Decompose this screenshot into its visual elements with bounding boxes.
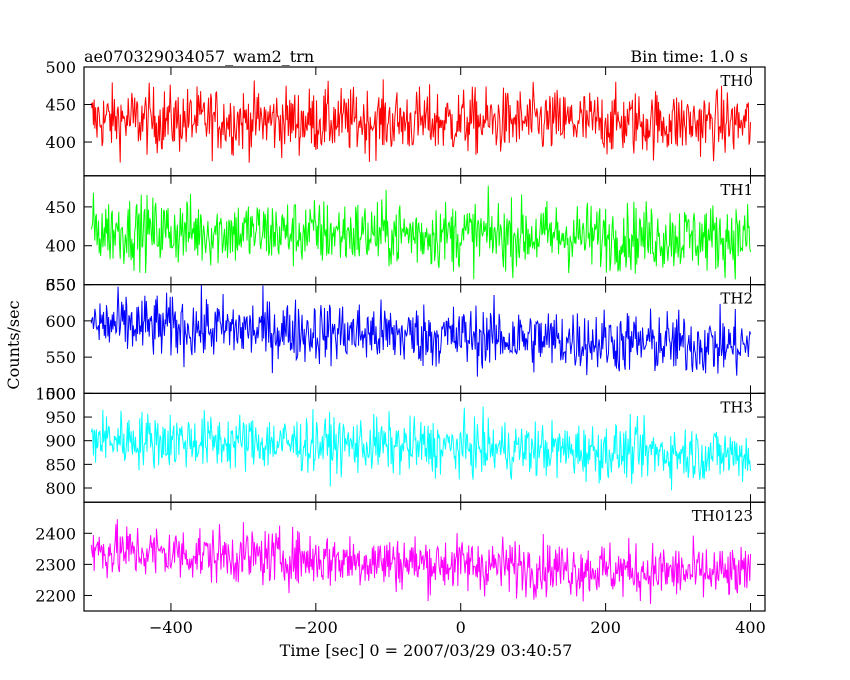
panel-label-th3: TH3 [720, 398, 753, 416]
x-tick-label: −200 [294, 618, 338, 637]
y-tick-label: 400 [45, 237, 76, 256]
x-tick-label: 0 [456, 618, 466, 637]
y-tick-label: 850 [45, 455, 76, 474]
y-tick-label: 450 [45, 96, 76, 115]
y-tick-label: 500 [45, 58, 76, 77]
y-tick-label: 900 [45, 432, 76, 451]
bin-time-label: Bin time: 1.0 s [630, 47, 748, 66]
x-axis: −400 −200 0 200 400 [149, 618, 766, 637]
x-axis-label: Time [sec] 0 = 2007/03/29 03:40:57 [280, 641, 573, 660]
panel-label-th0123: TH0123 [692, 507, 753, 525]
y-tick-label: 2400 [35, 524, 76, 543]
y-tick-label: 650 [45, 276, 76, 295]
panel-label-th0: TH0 [720, 72, 753, 90]
series-line-th1 [90, 185, 752, 280]
series-line-th0 [90, 79, 752, 163]
y-axis-label: Counts/sec [4, 300, 23, 389]
panel-label-th2: TH2 [720, 290, 753, 308]
y-tick-label: 600 [45, 312, 76, 331]
y-tick-label: 350 [45, 276, 76, 295]
y-tick-label: 450 [45, 198, 76, 217]
y-tick-label: 500 [45, 384, 76, 403]
y-tick-label: 2300 [35, 555, 76, 574]
y-tick-label: 1000 [35, 384, 76, 403]
panel-frame-th0 [83, 66, 766, 177]
y-tick-label: 800 [45, 479, 76, 498]
x-tick-label: 400 [735, 618, 766, 637]
series-line-th2 [90, 284, 751, 377]
panel-label-th1: TH1 [720, 181, 753, 199]
y-tick-label: 550 [45, 348, 76, 367]
y-tick-label: 950 [45, 408, 76, 427]
y-tick-label: 2200 [35, 586, 76, 605]
y-tick-label: 400 [45, 133, 76, 152]
panels-group: TH0 400 450 500 TH1 350 400 450 TH2 500 550 600 650 T… [35, 58, 766, 612]
chart-title: ae070329034057_wam2_trn [84, 47, 314, 66]
x-tick-label: −400 [149, 618, 193, 637]
series-line-th3 [90, 406, 752, 491]
series-line-th0123 [90, 519, 752, 605]
x-tick-label: 200 [590, 618, 621, 637]
panel-frame-th0123 [83, 501, 766, 612]
